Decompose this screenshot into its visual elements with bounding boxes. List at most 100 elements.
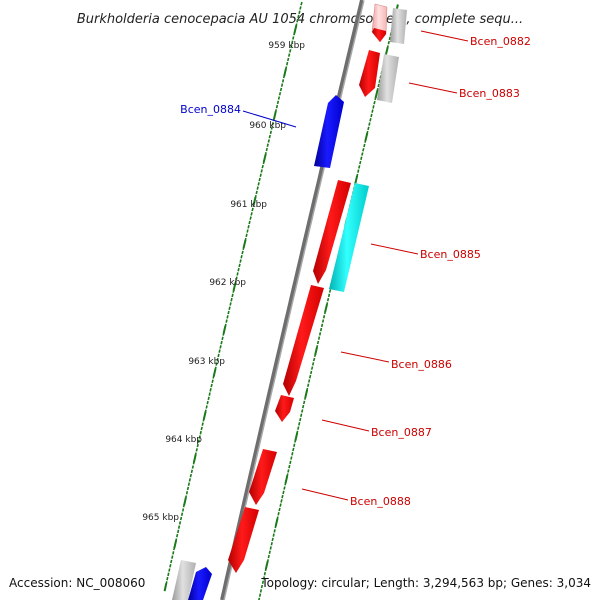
gene-label-bcen-0887[interactable]: Bcen_0887 (371, 426, 432, 439)
left-track-tick (242, 246, 245, 250)
right-track-tick (357, 169, 360, 173)
gene-cyan-0885[interactable] (329, 183, 369, 292)
left-track-tick (271, 122, 274, 126)
right-track-tick (303, 400, 306, 405)
left-track-tick (297, 14, 300, 19)
right-track-tick (364, 132, 369, 142)
left-track-tick (186, 486, 190, 491)
left-track-tick (251, 207, 254, 212)
left-track-tick (216, 358, 219, 362)
left-track-tick (300, 1, 303, 6)
left-track-tick (255, 190, 258, 195)
right-track-tick (316, 340, 320, 345)
left-track-tick (269, 130, 272, 135)
right-track-tick (374, 96, 377, 101)
left-track-tick (236, 272, 239, 276)
left-track-tick (192, 461, 195, 465)
left-track-tick (183, 497, 187, 506)
left-track-tick (262, 160, 265, 165)
left-track-tick (176, 533, 179, 538)
left-track-tick (278, 92, 282, 96)
right-track-tick (387, 40, 390, 45)
right-track-tick (263, 571, 266, 576)
right-track-tick (267, 554, 270, 559)
gene-bcen-0882[interactable] (371, 3, 388, 43)
right-track-tick (312, 357, 316, 362)
right-track-tick (277, 512, 280, 516)
right-track-tick (274, 524, 277, 529)
gene-label-bcen-0882[interactable]: Bcen_0882 (470, 35, 531, 48)
right-track-tick (258, 597, 261, 600)
left-track-tick (280, 83, 284, 87)
left-track-tick (258, 177, 261, 182)
gene-red-lower[interactable] (228, 507, 259, 573)
left-track-tick (178, 521, 182, 525)
left-track-tick (275, 104, 279, 109)
right-track-tick (367, 126, 370, 131)
gene-features (172, 3, 407, 600)
right-track-tick (284, 475, 289, 484)
gene-bcen-0888[interactable] (249, 449, 277, 505)
gene-label-bcen-0888[interactable]: Bcen_0888 (350, 495, 411, 508)
left-track-tick (265, 147, 268, 152)
gene-gray-top[interactable] (390, 8, 407, 44)
left-track-tick (187, 482, 191, 486)
tick-label-959: 959 kbp (268, 41, 305, 51)
left-track-tick (180, 512, 184, 516)
gene-label-bcen-0885[interactable]: Bcen_0885 (420, 248, 481, 261)
left-track-tick (296, 19, 299, 23)
gene-gray-bottom[interactable] (172, 560, 196, 600)
tick-label-963: 963 kbp (188, 357, 225, 367)
gene-bcen-0883[interactable] (359, 50, 380, 97)
left-track-tick (217, 353, 220, 358)
left-track-tick (192, 454, 197, 463)
left-track-tick (232, 282, 237, 291)
left-track-tick (225, 319, 228, 323)
left-track-tick (222, 332, 225, 336)
gene-bcen-0886[interactable] (283, 285, 324, 396)
left-track-tick (171, 555, 174, 559)
right-track-tick (373, 100, 376, 105)
left-track-tick (293, 31, 296, 36)
right-track-tick (310, 366, 314, 370)
right-track-tick (320, 323, 324, 328)
gene-label-bcen-0883[interactable]: Bcen_0883 (459, 87, 520, 100)
left-track-tick (177, 525, 181, 529)
left-track-tick (221, 336, 224, 341)
left-track-tick (182, 503, 186, 508)
left-track-tick (250, 212, 253, 216)
left-track-tick (279, 87, 283, 92)
right-track-tick (364, 139, 367, 143)
left-track-tick (288, 53, 291, 57)
right-track-tick (326, 297, 330, 302)
gene-label-bcen-0884[interactable]: Bcen_0884 (180, 103, 241, 116)
left-track-tick (246, 229, 249, 233)
right-track-tick (273, 529, 276, 533)
gene-bcen-0887[interactable] (275, 395, 294, 422)
right-track-tick (268, 550, 271, 554)
gene-labels: Bcen_0882 Bcen_0883 Bcen_0884 Bcen_0885 … (180, 35, 531, 508)
left-track-tick (252, 203, 255, 208)
gene-bcen-0884[interactable] (314, 95, 344, 168)
right-track-tick (261, 580, 265, 584)
gene-gray-0883[interactable] (377, 54, 399, 103)
right-track-tick (289, 460, 292, 465)
right-track-tick (269, 546, 272, 550)
tick-label-962: 962 kbp (209, 278, 246, 288)
gene-label-bcen-0886[interactable]: Bcen_0886 (391, 358, 452, 371)
left-track-tick (168, 568, 171, 572)
right-track-tick (294, 432, 299, 441)
tick-labels: 959 kbp 960 kbp 961 kbp 962 kbp 963 kbp … (142, 41, 305, 523)
right-track-tick (292, 447, 295, 452)
gene-bcen-0885[interactable] (313, 180, 351, 284)
gene-blue-bottom[interactable] (188, 567, 212, 600)
right-track-tick (290, 456, 293, 460)
left-track-tick (268, 134, 271, 139)
right-track-tick (359, 160, 362, 165)
right-track-tick (274, 518, 279, 527)
left-track-tick (293, 25, 298, 34)
left-track-tick (235, 276, 238, 280)
right-track-tick (278, 507, 281, 512)
right-track-tick (314, 346, 318, 356)
right-track-tick (272, 533, 275, 537)
